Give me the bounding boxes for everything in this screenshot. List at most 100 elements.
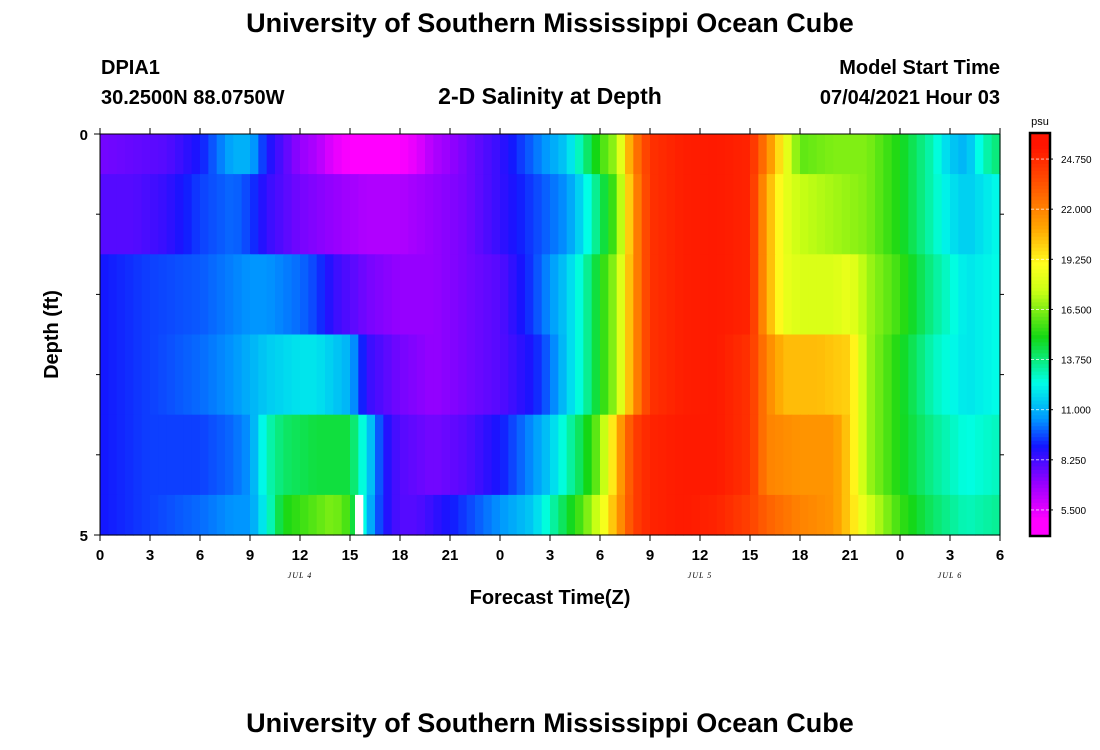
heatmap-cell <box>816 414 826 496</box>
heatmap-cell <box>708 174 718 255</box>
heatmap-cell <box>950 134 959 175</box>
heatmap-cell <box>325 134 334 175</box>
heatmap-cell <box>650 334 659 416</box>
colorbar-segment <box>1031 421 1049 427</box>
heatmap-cell <box>441 494 451 536</box>
colorbar-segment <box>1031 389 1049 394</box>
heatmap-cell <box>233 494 243 536</box>
colorbar-segment <box>1031 283 1049 288</box>
heatmap-cell <box>391 174 401 255</box>
heatmap-cell <box>941 134 951 175</box>
heatmap-cell <box>491 334 501 416</box>
heatmap-cell <box>841 254 851 336</box>
heatmap-cell <box>416 254 426 336</box>
heatmap-cell <box>458 414 468 496</box>
heatmap-cell <box>566 334 576 416</box>
heatmap-cell <box>575 414 584 496</box>
heatmap-cell <box>716 494 726 536</box>
heatmap-cell <box>691 134 701 175</box>
heatmap-cell <box>575 254 584 336</box>
colorbar-segment <box>1031 195 1049 201</box>
colorbar-segment <box>1031 524 1049 529</box>
heatmap-cell <box>458 134 468 175</box>
heatmap-cell <box>583 254 593 336</box>
colorbar-segment <box>1031 214 1049 219</box>
heatmap-cell <box>575 494 584 536</box>
colorbar-segment <box>1031 396 1049 401</box>
heatmap-cell <box>483 334 493 416</box>
heatmap-cell <box>383 254 393 336</box>
heatmap-cell <box>658 254 668 336</box>
heatmap-cell <box>758 494 768 536</box>
heatmap-cell <box>925 134 934 175</box>
heatmap-cell <box>883 494 893 536</box>
heatmap-cell <box>658 414 668 496</box>
heatmap-cell <box>866 174 876 255</box>
x-tick-label: 15 <box>342 547 359 564</box>
heatmap-cell <box>158 134 168 175</box>
heatmap-cell <box>150 494 159 536</box>
heatmap-cell <box>166 174 176 255</box>
heatmap-cell <box>350 494 359 536</box>
heatmap-cell <box>575 334 584 416</box>
heatmap-cell <box>158 334 168 416</box>
colorbar-segment <box>1031 505 1049 511</box>
heatmap-cell <box>991 134 1001 175</box>
heatmap-cell <box>158 254 168 336</box>
heatmap-cell <box>583 174 593 255</box>
heatmap-cell <box>333 254 343 336</box>
colorbar-segment <box>1031 301 1049 306</box>
heatmap-cell <box>133 254 143 336</box>
heatmap-cell <box>583 134 593 175</box>
heatmap-cell <box>800 334 809 416</box>
colorbar-segment <box>1031 250 1049 255</box>
heatmap-cell <box>633 494 643 536</box>
colorbar-segment <box>1031 152 1049 157</box>
heatmap-cell <box>658 494 668 536</box>
colorbar-segment <box>1031 502 1049 507</box>
heatmap-cell <box>683 414 693 496</box>
heatmap-cell <box>825 254 834 336</box>
heatmap-cell <box>833 134 843 175</box>
colorbar-segment <box>1031 381 1049 387</box>
colorbar-segment <box>1031 305 1049 310</box>
heatmap-cell <box>175 134 184 175</box>
heatmap-cell <box>233 134 243 175</box>
heatmap-cell <box>550 174 559 255</box>
heatmap-cell <box>808 494 818 536</box>
heatmap-cell <box>475 334 484 416</box>
colorbar-segment <box>1031 454 1049 460</box>
heatmap-cell <box>975 254 984 336</box>
heatmap-cell <box>958 494 968 536</box>
heatmap-cell <box>841 334 851 416</box>
heatmap-cell <box>391 334 401 416</box>
colorbar-segment <box>1031 185 1049 190</box>
heatmap-cell <box>825 494 834 536</box>
heatmap-cell <box>316 494 326 536</box>
heatmap-cell <box>433 254 443 336</box>
heatmap-cell <box>675 134 684 175</box>
colorbar-segment <box>1031 170 1049 175</box>
heatmap-cell <box>308 334 318 416</box>
heatmap-cell <box>450 494 459 536</box>
x-tick-label: 0 <box>96 547 104 564</box>
heatmap-cell <box>300 494 309 536</box>
heatmap-cell <box>750 254 759 336</box>
heatmap-cell <box>908 174 918 255</box>
heatmap-cell <box>450 334 459 416</box>
heatmap-cell <box>691 334 701 416</box>
x-tick-label: 21 <box>842 547 859 564</box>
heatmap-cell <box>383 414 393 496</box>
heatmap-cell <box>700 174 709 255</box>
heatmap-cell <box>850 334 859 416</box>
heatmap-cell <box>666 334 676 416</box>
footer-title: University of Southern Mississippi Ocean… <box>246 708 854 738</box>
colorbar-segment <box>1031 217 1049 223</box>
heatmap-cell <box>483 134 493 175</box>
heatmap-cell <box>608 134 618 175</box>
heatmap-cell <box>391 254 401 336</box>
colorbar-tick-label: 22.000 <box>1061 205 1092 216</box>
colorbar-tick-label: 16.500 <box>1061 305 1092 316</box>
heatmap-cell <box>833 254 843 336</box>
heatmap-cell <box>741 414 751 496</box>
